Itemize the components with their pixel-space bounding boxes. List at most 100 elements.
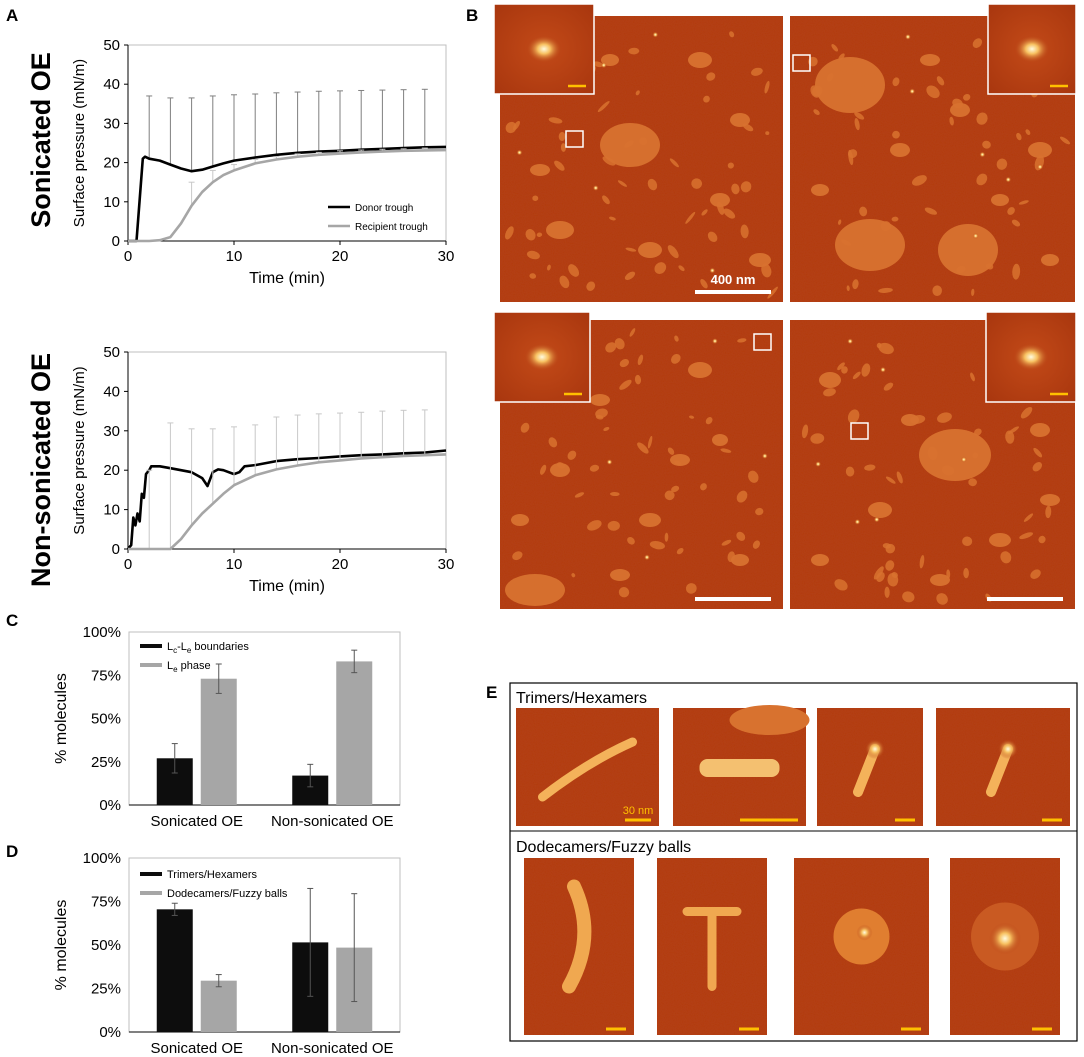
afm-domain (618, 587, 630, 598)
afm-domain (727, 162, 734, 169)
afm-particle (854, 518, 861, 525)
y-tick-label: 40 (103, 383, 120, 400)
afm-domain-large (505, 574, 565, 606)
afm-domain (831, 44, 839, 52)
afm-domain (635, 90, 640, 96)
afm-domain (691, 178, 703, 189)
afm-domain (1007, 207, 1015, 215)
molecule (538, 737, 637, 802)
afm-domain-large (868, 502, 892, 518)
afm-particle (761, 452, 768, 459)
afm-domain (703, 95, 710, 103)
afm-tile-4 (936, 708, 1070, 826)
y-tick-label: 100% (83, 624, 121, 641)
afm-domain (926, 85, 940, 99)
afm-domain (847, 409, 860, 424)
afm-domain-large (550, 463, 570, 477)
afm-domain (667, 245, 679, 259)
afm-domain (878, 342, 894, 355)
y-tick-label: 75% (91, 894, 121, 911)
afm-domain-large (710, 193, 730, 207)
panel-b-afm-images: 400 nm (493, 3, 1077, 609)
panel-e-frame (509, 682, 1078, 1042)
chart-a-non-sonicated: 0 10 20 30 40 50 0 10 20 30 Time (min) Surface pres… (71, 344, 454, 595)
afm-domain-large (835, 219, 905, 271)
molecule-head (865, 739, 885, 759)
x-tick-label: 10 (226, 248, 243, 265)
afm-domain (605, 342, 617, 353)
afm-domain-large (688, 52, 712, 68)
afm-domain (707, 231, 718, 243)
legend-label: Trimers/Hexamers (167, 869, 258, 881)
x-tick-label: 20 (332, 248, 349, 265)
afm-domain (1023, 513, 1034, 522)
x-tick-label: Sonicated OE (150, 1040, 243, 1057)
afm-particle (516, 149, 523, 156)
afm-domain (864, 464, 876, 471)
bar-series2 (336, 661, 373, 805)
x-tick-label: 10 (226, 556, 243, 573)
afm-domain (1019, 532, 1033, 540)
afm-domain (919, 554, 925, 569)
afm-domain-large (1028, 142, 1052, 158)
afm-domain (1008, 426, 1020, 435)
chart-d-bars: 0% 25% 50% 75% 100% % molecules Sonicated OE No… (53, 850, 401, 1057)
bar-series1 (156, 909, 193, 1032)
afm-domain (602, 156, 616, 166)
afm-domain (801, 424, 809, 439)
afm-domain (932, 285, 942, 297)
afm-domain-large (991, 194, 1009, 206)
afm-domain (748, 470, 759, 483)
afm-domain-large (950, 103, 970, 117)
molecule-core (856, 924, 873, 941)
afm-domain (664, 532, 669, 542)
afm-domain (1033, 447, 1043, 458)
series-line-donor (126, 449, 447, 550)
x-tick-label: Non-sonicated OE (271, 1040, 394, 1057)
afm-domain-large (1030, 423, 1050, 437)
afm-domain (813, 109, 820, 115)
afm-particle (606, 459, 613, 466)
afm-domain (876, 571, 885, 582)
afm-tile-3 (817, 708, 923, 826)
afm-domain (852, 279, 859, 290)
afm-domain (532, 195, 539, 201)
afm-domain (1005, 430, 1015, 444)
afm-domain (1012, 263, 1021, 280)
y-tick-label: 100% (83, 850, 121, 867)
afm-domain (589, 464, 600, 472)
panel-e-gallery: Trimers/Hexamers Dodecamers/Fuzzy balls … (509, 682, 1078, 1042)
afm-domain (982, 140, 991, 149)
afm-domain (539, 464, 547, 475)
afm-domain-large (590, 394, 610, 406)
afm-domain (525, 229, 536, 241)
afm-domain (526, 250, 540, 260)
afm-domain (625, 247, 637, 252)
legend-text: phase (178, 660, 211, 672)
y-tick-label: 10 (103, 502, 120, 519)
afm-particle (847, 338, 854, 345)
afm-domain (924, 207, 937, 215)
afm-domain (837, 362, 845, 371)
molecule (562, 879, 592, 994)
afm-domain (892, 130, 900, 139)
afm-domain (647, 435, 653, 449)
afm-domain-large (600, 123, 660, 167)
panel-label-c: C (6, 611, 19, 630)
afm-domain (970, 372, 975, 382)
afm-domain (976, 173, 988, 186)
legend-label: Recipient trough (355, 222, 428, 233)
chart-a-sonicated: 0 10 20 30 40 50 0 10 20 30 Time (min) Surface pres… (71, 37, 454, 287)
panel-label-b: B (466, 6, 479, 25)
afm-domain (761, 263, 772, 278)
group-label-trimers: Trimers/Hexamers (516, 690, 647, 707)
afm-domain (609, 491, 620, 497)
afm-domain (624, 271, 636, 281)
afm-domain (567, 450, 577, 460)
x-tick-label: Non-sonicated OE (271, 813, 394, 830)
highlight-box (565, 130, 584, 148)
afm-domain (676, 548, 684, 555)
afm-domain-large (1040, 494, 1060, 506)
y-tick-label: 0% (99, 797, 121, 814)
